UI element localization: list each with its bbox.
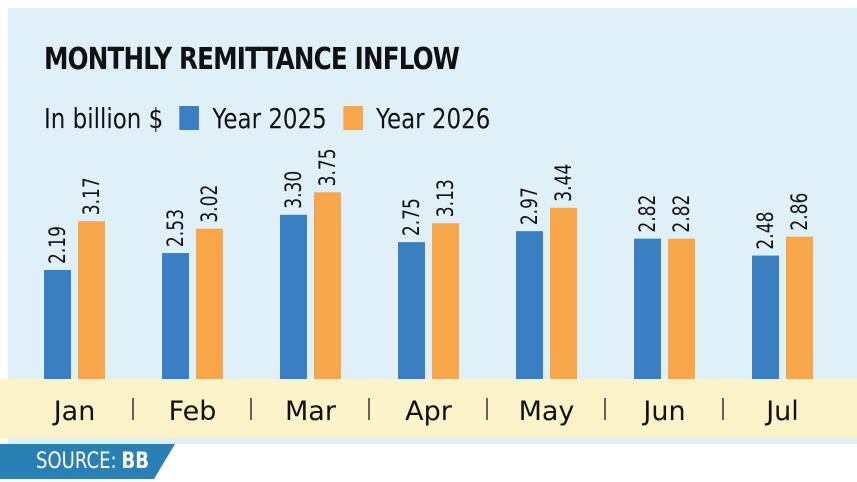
legend-swatch-2026: [343, 106, 363, 130]
bar-jul-2025: [752, 255, 779, 379]
data-label-mar-2026: 3.75: [316, 148, 341, 186]
bar-apr-2025: [398, 242, 425, 379]
bar-jun-2025: [634, 238, 661, 379]
x-axis-band: [0, 379, 857, 438]
legend-swatch-2025: [179, 106, 200, 130]
data-label-feb-2026: 3.02: [198, 185, 223, 223]
legend-label-2025: Year 2025: [212, 101, 327, 135]
source-text: SOURCE: BB: [36, 444, 149, 479]
bar-jan-2025: [44, 269, 71, 379]
data-label-jul-2025: 2.48: [754, 212, 779, 250]
source-label: SOURCE:: [36, 449, 117, 474]
bar-jul-2026: [786, 236, 813, 379]
data-label-mar-2025: 3.30: [282, 171, 307, 209]
data-label-jan-2025: 2.19: [46, 226, 71, 264]
bar-feb-2025: [162, 253, 189, 379]
unit-label: In billion $: [44, 101, 164, 135]
data-label-apr-2026: 3.13: [434, 179, 459, 217]
x-tick-label-jun: Jun: [641, 396, 685, 427]
bar-mar-2025: [280, 214, 307, 379]
x-tick-label-jul: Jul: [764, 396, 799, 427]
x-tick-label-may: May: [519, 396, 575, 427]
data-label-jun-2025: 2.82: [636, 195, 661, 233]
bar-may-2026: [550, 207, 577, 379]
x-tick-label-feb: Feb: [169, 396, 217, 427]
data-label-may-2026: 3.44: [552, 164, 577, 202]
data-label-jun-2026: 2.82: [670, 195, 695, 233]
bar-jun-2026: [668, 238, 695, 379]
x-tick-label-mar: Mar: [285, 396, 337, 427]
chart-title: MONTHLY REMITTANCE INFLOW: [44, 42, 460, 77]
bar-may-2025: [516, 231, 543, 379]
x-tick-label-apr: Apr: [405, 396, 453, 427]
x-tick-label-jan: Jan: [52, 396, 96, 427]
data-label-apr-2025: 2.75: [400, 198, 425, 236]
data-label-jul-2026: 2.86: [788, 193, 813, 231]
bar-feb-2026: [196, 228, 223, 379]
data-label-jan-2026: 3.17: [80, 177, 105, 215]
source-value: BB: [121, 449, 149, 474]
source-band: SOURCE: BB: [0, 444, 175, 479]
bar-mar-2026: [314, 192, 341, 379]
data-label-feb-2025: 2.53: [164, 209, 189, 247]
data-label-may-2025: 2.97: [518, 187, 543, 225]
legend: In billion $ Year 2025 Year 2026: [44, 98, 490, 138]
bar-jan-2026: [78, 221, 105, 379]
legend-label-2026: Year 2026: [375, 101, 491, 135]
bar-apr-2026: [432, 223, 459, 379]
